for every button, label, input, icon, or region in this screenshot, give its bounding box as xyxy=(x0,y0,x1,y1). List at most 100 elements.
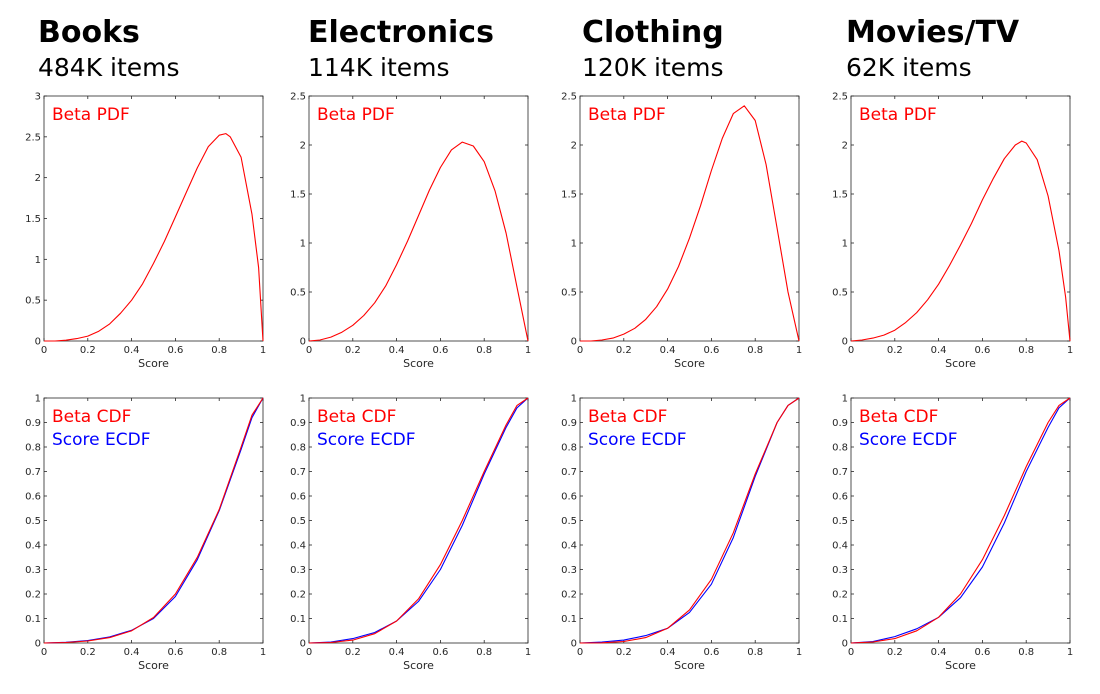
y-tick-label: 0.5 xyxy=(290,288,306,299)
series-line xyxy=(308,397,529,644)
x-axis-label: Score xyxy=(138,357,169,370)
legend-entry: Score ECDF xyxy=(859,430,958,450)
y-tick-label: 0.9 xyxy=(25,418,41,429)
y-tick-label: 0.4 xyxy=(290,541,306,552)
column-subtitle-movies-tv: 62K items xyxy=(846,53,972,82)
x-tick-label: 0.8 xyxy=(747,647,763,658)
y-tick-label: 0 xyxy=(300,337,306,348)
x-tick-label: 0.4 xyxy=(931,647,947,658)
y-tick-label: 1.5 xyxy=(25,214,41,225)
x-axis-label: Score xyxy=(138,659,169,672)
y-tick-label: 1 xyxy=(300,394,306,405)
x-tick-label: 0.2 xyxy=(80,345,96,356)
y-tick-label: 0.4 xyxy=(25,541,41,552)
y-tick-label: 0.6 xyxy=(25,492,41,503)
column-subtitle-books: 484K items xyxy=(38,53,180,82)
x-tick-label: 0.4 xyxy=(660,345,676,356)
y-tick-label: 0.8 xyxy=(832,443,848,454)
x-tick-label: 0.4 xyxy=(660,647,676,658)
x-tick-label: 0.6 xyxy=(974,345,990,356)
y-tick-label: 0.2 xyxy=(290,590,306,601)
y-tick-label: 3 xyxy=(35,92,41,103)
y-tick-label: 0.1 xyxy=(25,614,41,625)
series-line xyxy=(850,140,1071,342)
legend-entry: Beta CDF xyxy=(588,407,667,427)
x-tick-label: 0.6 xyxy=(974,647,990,658)
y-tick-label: 0.1 xyxy=(290,614,306,625)
y-tick-label: 0 xyxy=(842,337,848,348)
x-tick-label: 0 xyxy=(306,345,312,356)
y-tick-label: 0.5 xyxy=(290,516,306,527)
chart-panel: 0 0.2 0.4 0.6 0.8 1 0 0.1 0.2 0.3 0.4 0.5 0.6 0.7 0.8 0… xyxy=(832,394,1073,673)
chart-panel: 0 0.2 0.4 0.6 0.8 1 0 0.5 1 1.5 2 2.5 Score Beta PDF xyxy=(832,92,1073,371)
legend-entry: Score ECDF xyxy=(588,430,687,450)
plot-frame xyxy=(850,95,1071,342)
y-tick-label: 0.8 xyxy=(290,443,306,454)
chart-panel: 0 0.2 0.4 0.6 0.8 1 0 0.5 1 1.5 2 2.5 3 Score Beta PDF xyxy=(25,92,266,371)
x-tick-label: 0.4 xyxy=(931,345,947,356)
y-tick-label: 1 xyxy=(300,239,306,250)
y-tick-label: 2.5 xyxy=(832,92,848,103)
legend-entry: Beta PDF xyxy=(317,105,395,125)
x-tick-label: 0.6 xyxy=(703,345,719,356)
y-tick-label: 0.6 xyxy=(561,492,577,503)
plot-frame xyxy=(579,95,800,342)
y-tick-label: 1 xyxy=(571,239,577,250)
y-tick-label: 0 xyxy=(571,337,577,348)
series-line xyxy=(580,105,800,342)
x-tick-label: 0.2 xyxy=(616,647,632,658)
x-tick-label: 1 xyxy=(525,647,531,658)
x-tick-label: 0.4 xyxy=(124,345,140,356)
y-tick-label: 0.2 xyxy=(832,590,848,601)
column-title-movies-tv: Movies/TV xyxy=(846,15,1020,50)
y-tick-label: 0.7 xyxy=(561,467,577,478)
y-tick-label: 0 xyxy=(842,639,848,650)
x-tick-label: 0.8 xyxy=(747,345,763,356)
y-tick-label: 0.3 xyxy=(290,565,306,576)
y-tick-label: 0.3 xyxy=(561,565,577,576)
y-tick-label: 2 xyxy=(35,173,41,184)
x-tick-label: 0.8 xyxy=(476,647,492,658)
y-tick-label: 0.7 xyxy=(25,467,41,478)
x-tick-label: 0.6 xyxy=(167,647,183,658)
column-title-books: Books xyxy=(38,15,140,50)
y-tick-label: 0.2 xyxy=(561,590,577,601)
x-tick-label: 0 xyxy=(577,345,583,356)
y-tick-label: 1.5 xyxy=(832,190,848,201)
series-line xyxy=(850,397,1071,644)
x-tick-label: 0 xyxy=(306,647,312,658)
x-tick-label: 1 xyxy=(796,647,802,658)
chart-panel: 0 0.2 0.4 0.6 0.8 1 0 0.5 1 1.5 2 2.5 Score Beta PDF xyxy=(561,92,802,371)
x-tick-label: 1 xyxy=(1067,345,1073,356)
y-tick-label: 2 xyxy=(842,141,848,152)
series-line xyxy=(308,141,529,342)
x-tick-label: 1 xyxy=(525,345,531,356)
y-tick-label: 0.5 xyxy=(832,288,848,299)
chart-panel: 0 0.2 0.4 0.6 0.8 1 0 0.5 1 1.5 2 2.5 Score Beta PDF xyxy=(290,92,531,371)
x-tick-label: 0 xyxy=(41,647,47,658)
x-axis-label: Score xyxy=(674,357,705,370)
y-tick-label: 0 xyxy=(35,639,41,650)
x-tick-label: 0.8 xyxy=(1018,345,1034,356)
y-tick-label: 0.5 xyxy=(25,296,41,307)
series-line xyxy=(308,397,529,644)
x-tick-label: 0.4 xyxy=(124,647,140,658)
y-tick-label: 0.1 xyxy=(832,614,848,625)
x-tick-label: 0.2 xyxy=(345,345,361,356)
x-tick-label: 1 xyxy=(260,345,266,356)
y-tick-label: 0.9 xyxy=(290,418,306,429)
x-axis-label: Score xyxy=(403,357,434,370)
y-tick-label: 0.3 xyxy=(25,565,41,576)
x-tick-label: 0.8 xyxy=(211,345,227,356)
series-line xyxy=(43,397,264,644)
legend-entry: Score ECDF xyxy=(52,430,151,450)
plot-frame xyxy=(43,95,264,342)
y-tick-label: 0.8 xyxy=(25,443,41,454)
y-tick-label: 0 xyxy=(35,337,41,348)
y-tick-label: 2.5 xyxy=(25,132,41,143)
y-tick-label: 0.1 xyxy=(561,614,577,625)
y-tick-label: 1 xyxy=(842,394,848,405)
x-tick-label: 1 xyxy=(260,647,266,658)
legend-entry: Beta PDF xyxy=(52,105,130,125)
